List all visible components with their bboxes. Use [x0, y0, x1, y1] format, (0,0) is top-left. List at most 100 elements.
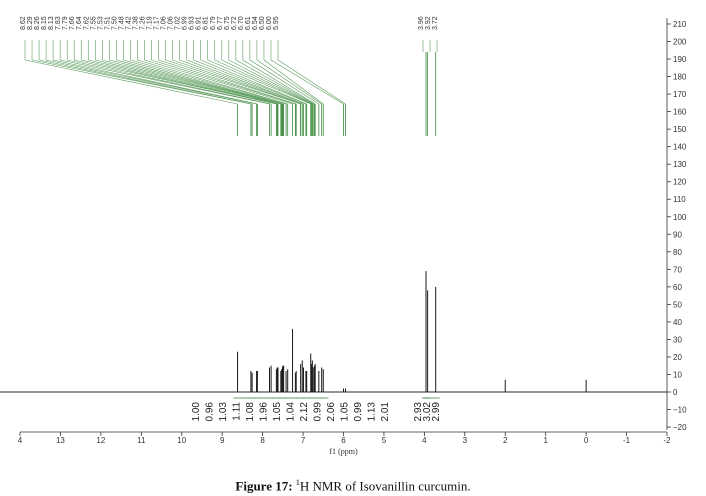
- peak-label: 7.26: [139, 16, 146, 30]
- peak-label: 6.50: [259, 16, 266, 30]
- peak-label: 7.06: [168, 16, 175, 30]
- y-tick-label: 210: [673, 20, 687, 29]
- integral-value: 2.99: [431, 402, 442, 422]
- y-tick-label: 70: [673, 265, 682, 274]
- x-tick-label: -1: [623, 436, 631, 445]
- x-tick-label: 13: [56, 436, 65, 445]
- peak-label-leader: [277, 59, 346, 105]
- peak-label-leader: [179, 59, 303, 105]
- figure-caption: Figure 17: 1H NMR of Isovanillin curcumi…: [0, 478, 706, 494]
- peak-label: 7.48: [118, 16, 125, 30]
- y-tick-label: 20: [673, 353, 682, 362]
- peak-label: 7.53: [97, 16, 104, 30]
- y-tick-label: 60: [673, 283, 682, 292]
- y-tick-label: 180: [673, 73, 687, 82]
- peak-label-leader: [67, 59, 272, 105]
- peak-label: 3.92: [425, 16, 432, 30]
- peak-label: 6.72: [231, 16, 238, 30]
- peak-label: 6.81: [203, 16, 210, 30]
- peak-label-leader: [193, 59, 307, 105]
- y-tick-label: 110: [673, 195, 686, 204]
- x-tick-label: 7: [301, 436, 306, 445]
- peak-label: 7.50: [111, 16, 118, 30]
- y-tick-label: 150: [673, 125, 687, 134]
- y-tick-label: −20: [673, 423, 687, 432]
- peak-label: 5.95: [273, 16, 280, 30]
- peak-label-leader: [158, 59, 297, 105]
- peak-label-leader: [235, 59, 315, 105]
- peak-label-leader: [88, 59, 279, 105]
- peak-label: 7.19: [147, 16, 154, 30]
- x-tick-label: 8: [260, 436, 265, 445]
- peak-label-leader: [24, 59, 238, 105]
- peak-label: 7.55: [90, 16, 97, 30]
- peak-label-leader: [109, 59, 283, 105]
- integral-value: 1.03: [218, 402, 229, 422]
- peak-label: 8.29: [27, 16, 34, 30]
- peak-label: 7.42: [125, 16, 132, 30]
- y-tick-label: 50: [673, 300, 682, 309]
- x-tick-label: 12: [96, 436, 105, 445]
- integral-value: 1.11: [232, 402, 243, 421]
- y-tick-label: 140: [673, 143, 687, 152]
- peak-label: 6.75: [224, 16, 231, 30]
- y-tick-label: −10: [673, 406, 687, 415]
- y-tick-label: 10: [673, 370, 682, 379]
- x-tick-label: -2: [663, 436, 671, 445]
- peak-label: 6.00: [266, 16, 273, 30]
- integral-value: 1.08: [245, 402, 256, 422]
- peak-label: 6.79: [210, 16, 217, 30]
- x-tick-label: 11: [137, 436, 146, 445]
- x-axis: 4 13 12 11 10 9 8 7 6 5 4 3 2 1 0 -1 -2f1 (ppm): [18, 431, 671, 456]
- integral-value: 1.04: [286, 402, 297, 422]
- peak-label: 8.13: [48, 16, 55, 30]
- y-tick-label: 40: [673, 318, 682, 327]
- integral-value: 0.99: [353, 402, 364, 422]
- integral-value: 3.02: [422, 402, 433, 422]
- peak-label-leader: [221, 59, 313, 105]
- peak-label: 6.77: [217, 16, 224, 30]
- x-tick-label: 1: [543, 436, 548, 445]
- integral-value: 2.06: [326, 402, 337, 422]
- peak-label: 7.17: [154, 16, 161, 30]
- integral-value: 1.05: [272, 402, 283, 422]
- peak-label: 7.62: [83, 16, 90, 30]
- y-tick-label: 130: [673, 160, 687, 169]
- peak-label-leader: [172, 59, 301, 105]
- peak-label: 7.83: [55, 16, 62, 30]
- x-tick-label: 0: [584, 436, 589, 445]
- peak-label-leader: [137, 59, 288, 105]
- integral-value: 0.96: [205, 402, 216, 422]
- integral-value: 1.96: [259, 402, 270, 422]
- peak-label-leader: [151, 59, 296, 105]
- peak-label-leader: [214, 59, 312, 105]
- x-tick-label: 2: [503, 436, 508, 445]
- peak-label: 6.54: [252, 16, 259, 30]
- integral-value: 2.12: [299, 402, 310, 422]
- peak-label-leader: [31, 59, 251, 105]
- peak-label-leader: [256, 59, 322, 105]
- caption-label: Figure 17:: [235, 478, 293, 494]
- peak-label-leader: [228, 59, 314, 105]
- peak-label: 6.61: [245, 16, 252, 30]
- y-tick-label: 100: [673, 213, 687, 222]
- peak-label: 7.64: [76, 16, 83, 30]
- peak-label-leader: [102, 59, 282, 105]
- peak-label: 3.96: [418, 16, 425, 30]
- peak-label: 7.66: [69, 16, 76, 30]
- peak-label: 6.99: [182, 16, 189, 30]
- peak-label-leader: [165, 59, 301, 105]
- peak-label-leader: [144, 59, 293, 105]
- x-tick-label: 6: [341, 436, 346, 445]
- y-tick-label: 200: [673, 38, 687, 47]
- y-tick-label: 30: [673, 335, 682, 344]
- peak-label-leader: [60, 59, 270, 105]
- y-tick-label: 80: [673, 248, 682, 257]
- integral-value: 1.05: [340, 402, 351, 422]
- integral-value: 1.13: [367, 402, 378, 422]
- peak-label-leader: [116, 59, 283, 105]
- peak-label-brackets: [24, 40, 438, 136]
- peak-label: 7.38: [132, 16, 139, 30]
- peak-label-leader: [123, 59, 284, 105]
